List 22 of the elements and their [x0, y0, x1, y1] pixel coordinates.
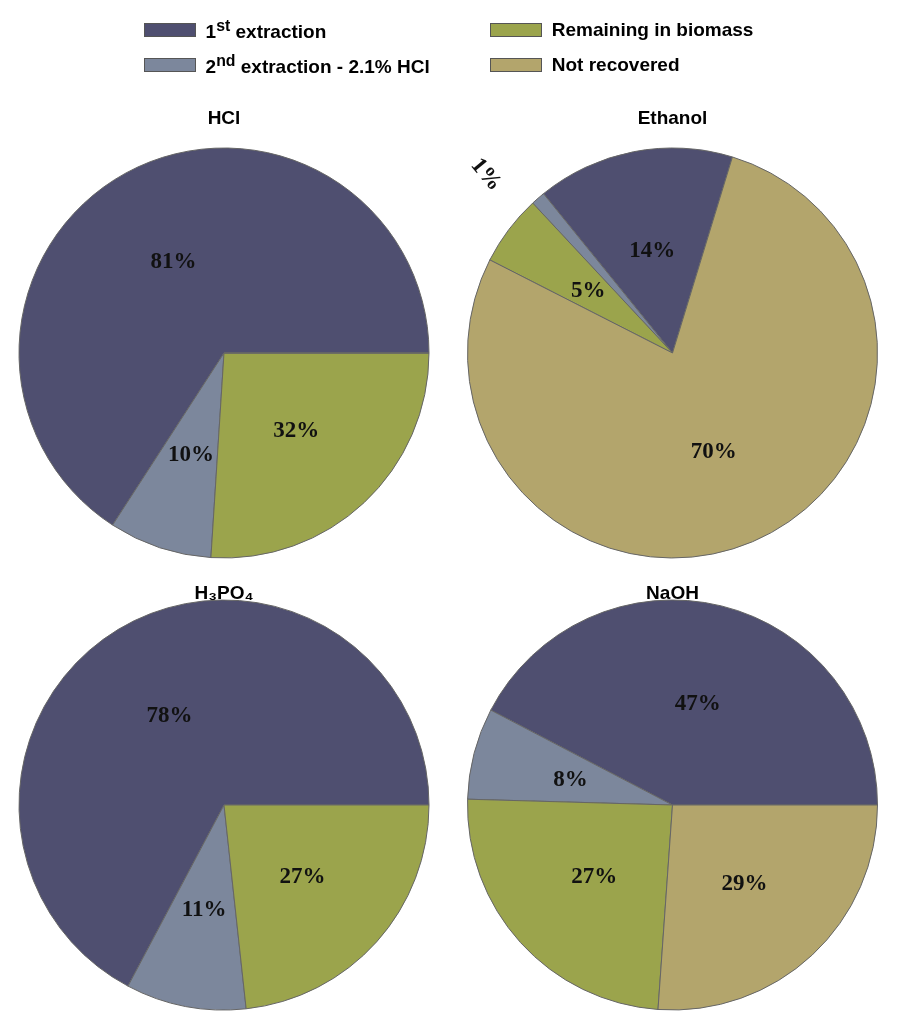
legend-label: 1$^{st}$ extraction — [205, 17, 327, 44]
data-label: 14% — [629, 236, 676, 262]
data-label: 5% — [570, 277, 606, 303]
data-label: 1% — [466, 152, 508, 195]
text: HCl — [207, 107, 241, 128]
data-label: 8% — [553, 765, 588, 791]
data-label: 11% — [181, 896, 227, 922]
chart-title: Ethanol — [637, 107, 708, 128]
data-label: 47% — [674, 690, 721, 716]
chart-title: NaOH — [646, 582, 699, 603]
chart-title: H₃PO₄ — [194, 582, 254, 603]
legend-label: Not recovered — [551, 53, 680, 76]
data-label: 10% — [167, 440, 214, 466]
data-label: 27% — [279, 862, 326, 888]
data-label: 70% — [690, 437, 737, 463]
data-label: 78% — [146, 702, 193, 728]
data-label: 27% — [571, 863, 618, 889]
data-label: 81% — [150, 247, 197, 273]
legend-label: Remaining in biomass — [551, 19, 754, 42]
data-label: 32% — [273, 417, 320, 443]
data-label: 29% — [721, 869, 768, 895]
legend-label: 2$^{nd}$ extraction - 2.1% HCl — [205, 51, 430, 78]
